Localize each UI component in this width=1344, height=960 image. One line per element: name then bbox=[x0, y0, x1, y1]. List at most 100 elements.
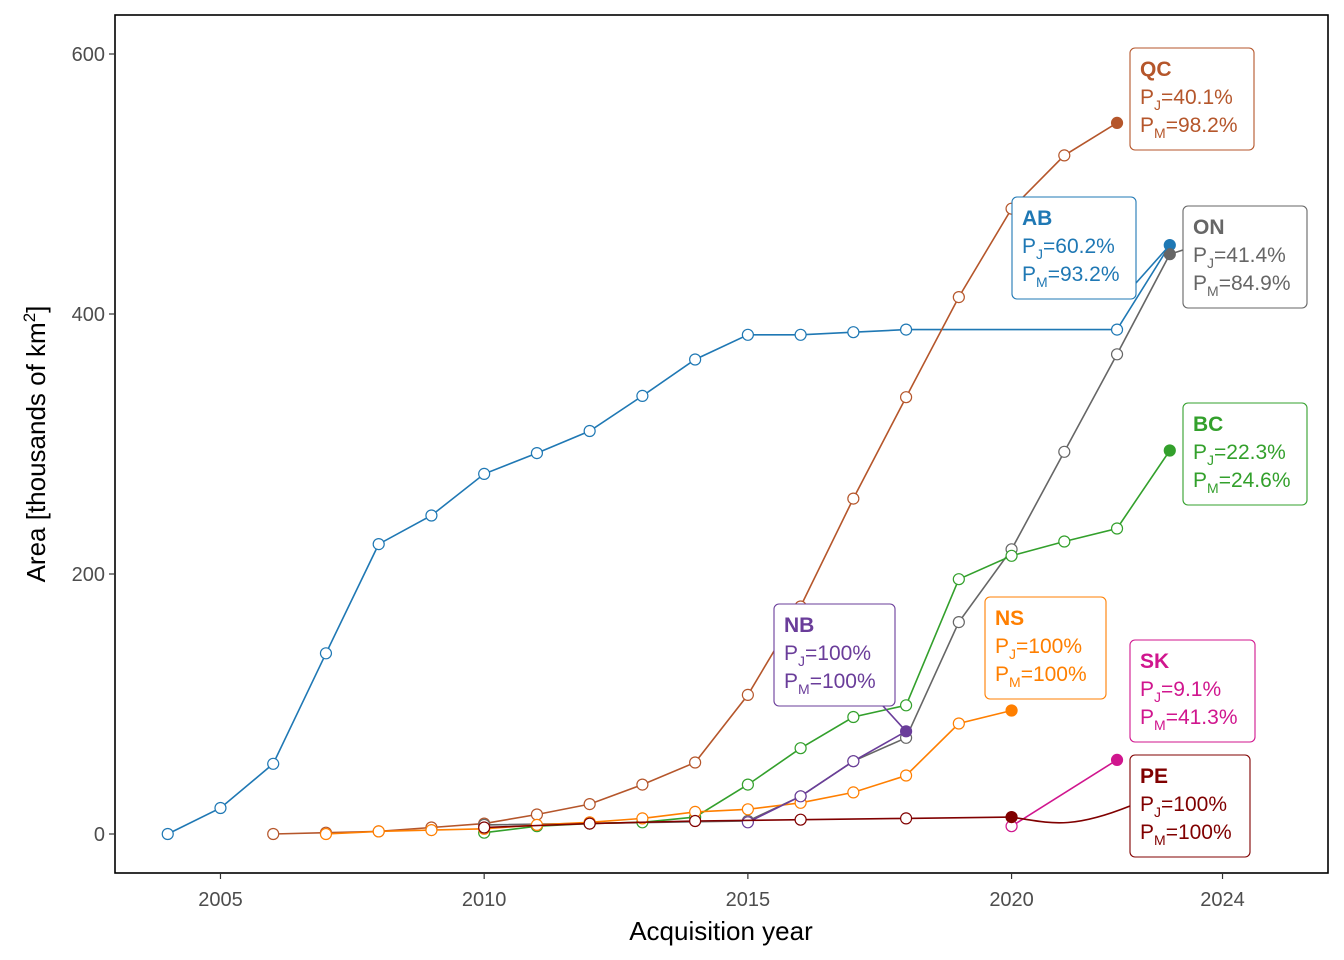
data-point bbox=[1110, 522, 1124, 535]
series-layer bbox=[161, 116, 1176, 841]
data-point bbox=[161, 827, 174, 841]
x-tick-label: 2005 bbox=[198, 889, 243, 911]
label-pm: PM=24.6% bbox=[1193, 469, 1291, 496]
data-point bbox=[583, 424, 596, 438]
data-point bbox=[741, 803, 754, 816]
series-sk bbox=[1005, 753, 1124, 833]
label-on: ON PJ=41.4%PM=84.9% bbox=[1169, 205, 1308, 309]
label-box bbox=[1011, 196, 1137, 300]
data-point bbox=[899, 699, 913, 712]
data-point bbox=[741, 688, 754, 702]
data-point bbox=[372, 825, 385, 838]
data-point bbox=[689, 353, 702, 366]
x-tick-label: 2015 bbox=[726, 889, 771, 911]
series-line bbox=[484, 816, 1012, 829]
data-point bbox=[1110, 348, 1124, 361]
y-tick-label: 200 bbox=[72, 564, 105, 586]
data-point bbox=[319, 647, 333, 660]
label-pj: PJ=22.3% bbox=[1193, 441, 1286, 468]
label-pj: PJ=41.4% bbox=[1193, 244, 1286, 271]
x-axis: 2005 2010 2015 2020 2024 bbox=[198, 873, 1245, 911]
label-pm: PM=93.2% bbox=[1022, 263, 1120, 290]
label-code: AB bbox=[1022, 207, 1052, 230]
data-point bbox=[689, 756, 702, 769]
data-point bbox=[530, 808, 544, 821]
data-point bbox=[952, 717, 965, 730]
data-point bbox=[1058, 535, 1071, 548]
label-box bbox=[984, 596, 1107, 700]
data-point-final bbox=[1110, 753, 1124, 767]
data-point bbox=[847, 710, 860, 724]
data-point bbox=[847, 755, 860, 768]
data-point bbox=[583, 797, 596, 811]
y-axis-title: Area [thousands of km2] bbox=[20, 306, 51, 583]
data-point bbox=[214, 801, 227, 815]
data-point bbox=[636, 389, 649, 402]
x-axis-title: Acquisition year bbox=[629, 916, 813, 946]
label-connector bbox=[1011, 805, 1131, 824]
label-pm: PM=100% bbox=[1140, 821, 1232, 848]
y-axis: 0 200 400 600 bbox=[72, 44, 115, 846]
label-pj: PJ=9.1% bbox=[1140, 678, 1221, 705]
label-ab: AB PJ=60.2%PM=93.2% bbox=[1011, 196, 1171, 300]
data-point bbox=[636, 812, 649, 825]
label-code: ON bbox=[1193, 216, 1225, 239]
x-tick-label: 2024 bbox=[1200, 889, 1245, 911]
data-point bbox=[1005, 549, 1018, 562]
data-point bbox=[794, 813, 807, 826]
data-point bbox=[794, 790, 807, 803]
plot-panel bbox=[114, 14, 1329, 874]
data-point bbox=[478, 467, 491, 480]
data-point bbox=[899, 812, 913, 825]
label-code: SK bbox=[1140, 650, 1169, 673]
label-pm: PM=98.2% bbox=[1140, 114, 1238, 141]
series-ns bbox=[319, 704, 1018, 841]
data-point bbox=[794, 742, 807, 755]
y-tick-label: 0 bbox=[94, 824, 105, 846]
data-point bbox=[794, 328, 807, 341]
data-point bbox=[899, 323, 913, 336]
label-pe: PE PJ=100%PM=100% bbox=[1011, 754, 1251, 858]
series-line bbox=[325, 709, 1012, 835]
label-pm: PM=100% bbox=[995, 663, 1087, 690]
series-line bbox=[747, 730, 907, 824]
data-point bbox=[952, 573, 965, 586]
y-tick-label: 400 bbox=[72, 304, 105, 326]
series-nb bbox=[741, 725, 913, 829]
data-point bbox=[847, 326, 860, 339]
label-code: NB bbox=[784, 614, 814, 637]
data-point bbox=[1058, 445, 1071, 458]
label-ns: NS PJ=100%PM=100% bbox=[984, 596, 1107, 700]
data-point bbox=[372, 537, 385, 551]
label-pm: PM=84.9% bbox=[1193, 272, 1291, 299]
label-code: PE bbox=[1140, 765, 1168, 788]
data-point bbox=[847, 492, 860, 505]
data-point-final bbox=[1110, 116, 1124, 130]
data-point bbox=[425, 509, 438, 522]
label-box bbox=[1129, 639, 1256, 743]
label-box bbox=[773, 603, 896, 707]
label-connector bbox=[882, 705, 907, 732]
data-point bbox=[741, 816, 754, 829]
data-point bbox=[425, 823, 438, 837]
data-point-final bbox=[1005, 810, 1018, 824]
label-sk: SK PJ=9.1%PM=41.3% bbox=[1129, 639, 1256, 743]
label-box bbox=[1129, 47, 1255, 151]
label-pj: PJ=60.2% bbox=[1022, 235, 1115, 262]
data-point bbox=[847, 786, 860, 799]
label-pj: PJ=40.1% bbox=[1140, 86, 1233, 113]
label-connector bbox=[1169, 249, 1184, 255]
label-connector bbox=[1135, 244, 1171, 284]
data-point bbox=[478, 821, 491, 834]
label-pm: PM=100% bbox=[784, 670, 876, 697]
data-point bbox=[583, 817, 596, 830]
data-point bbox=[952, 291, 965, 304]
data-point-final bbox=[1163, 444, 1176, 457]
label-qc: QC PJ=40.1%PM=98.2% bbox=[1129, 47, 1255, 151]
label-pj: PJ=100% bbox=[995, 635, 1082, 662]
x-tick-label: 2010 bbox=[462, 889, 507, 911]
x-tick-label: 2020 bbox=[989, 889, 1034, 911]
series-ab bbox=[161, 239, 1176, 841]
label-pm: PM=41.3% bbox=[1140, 706, 1238, 733]
